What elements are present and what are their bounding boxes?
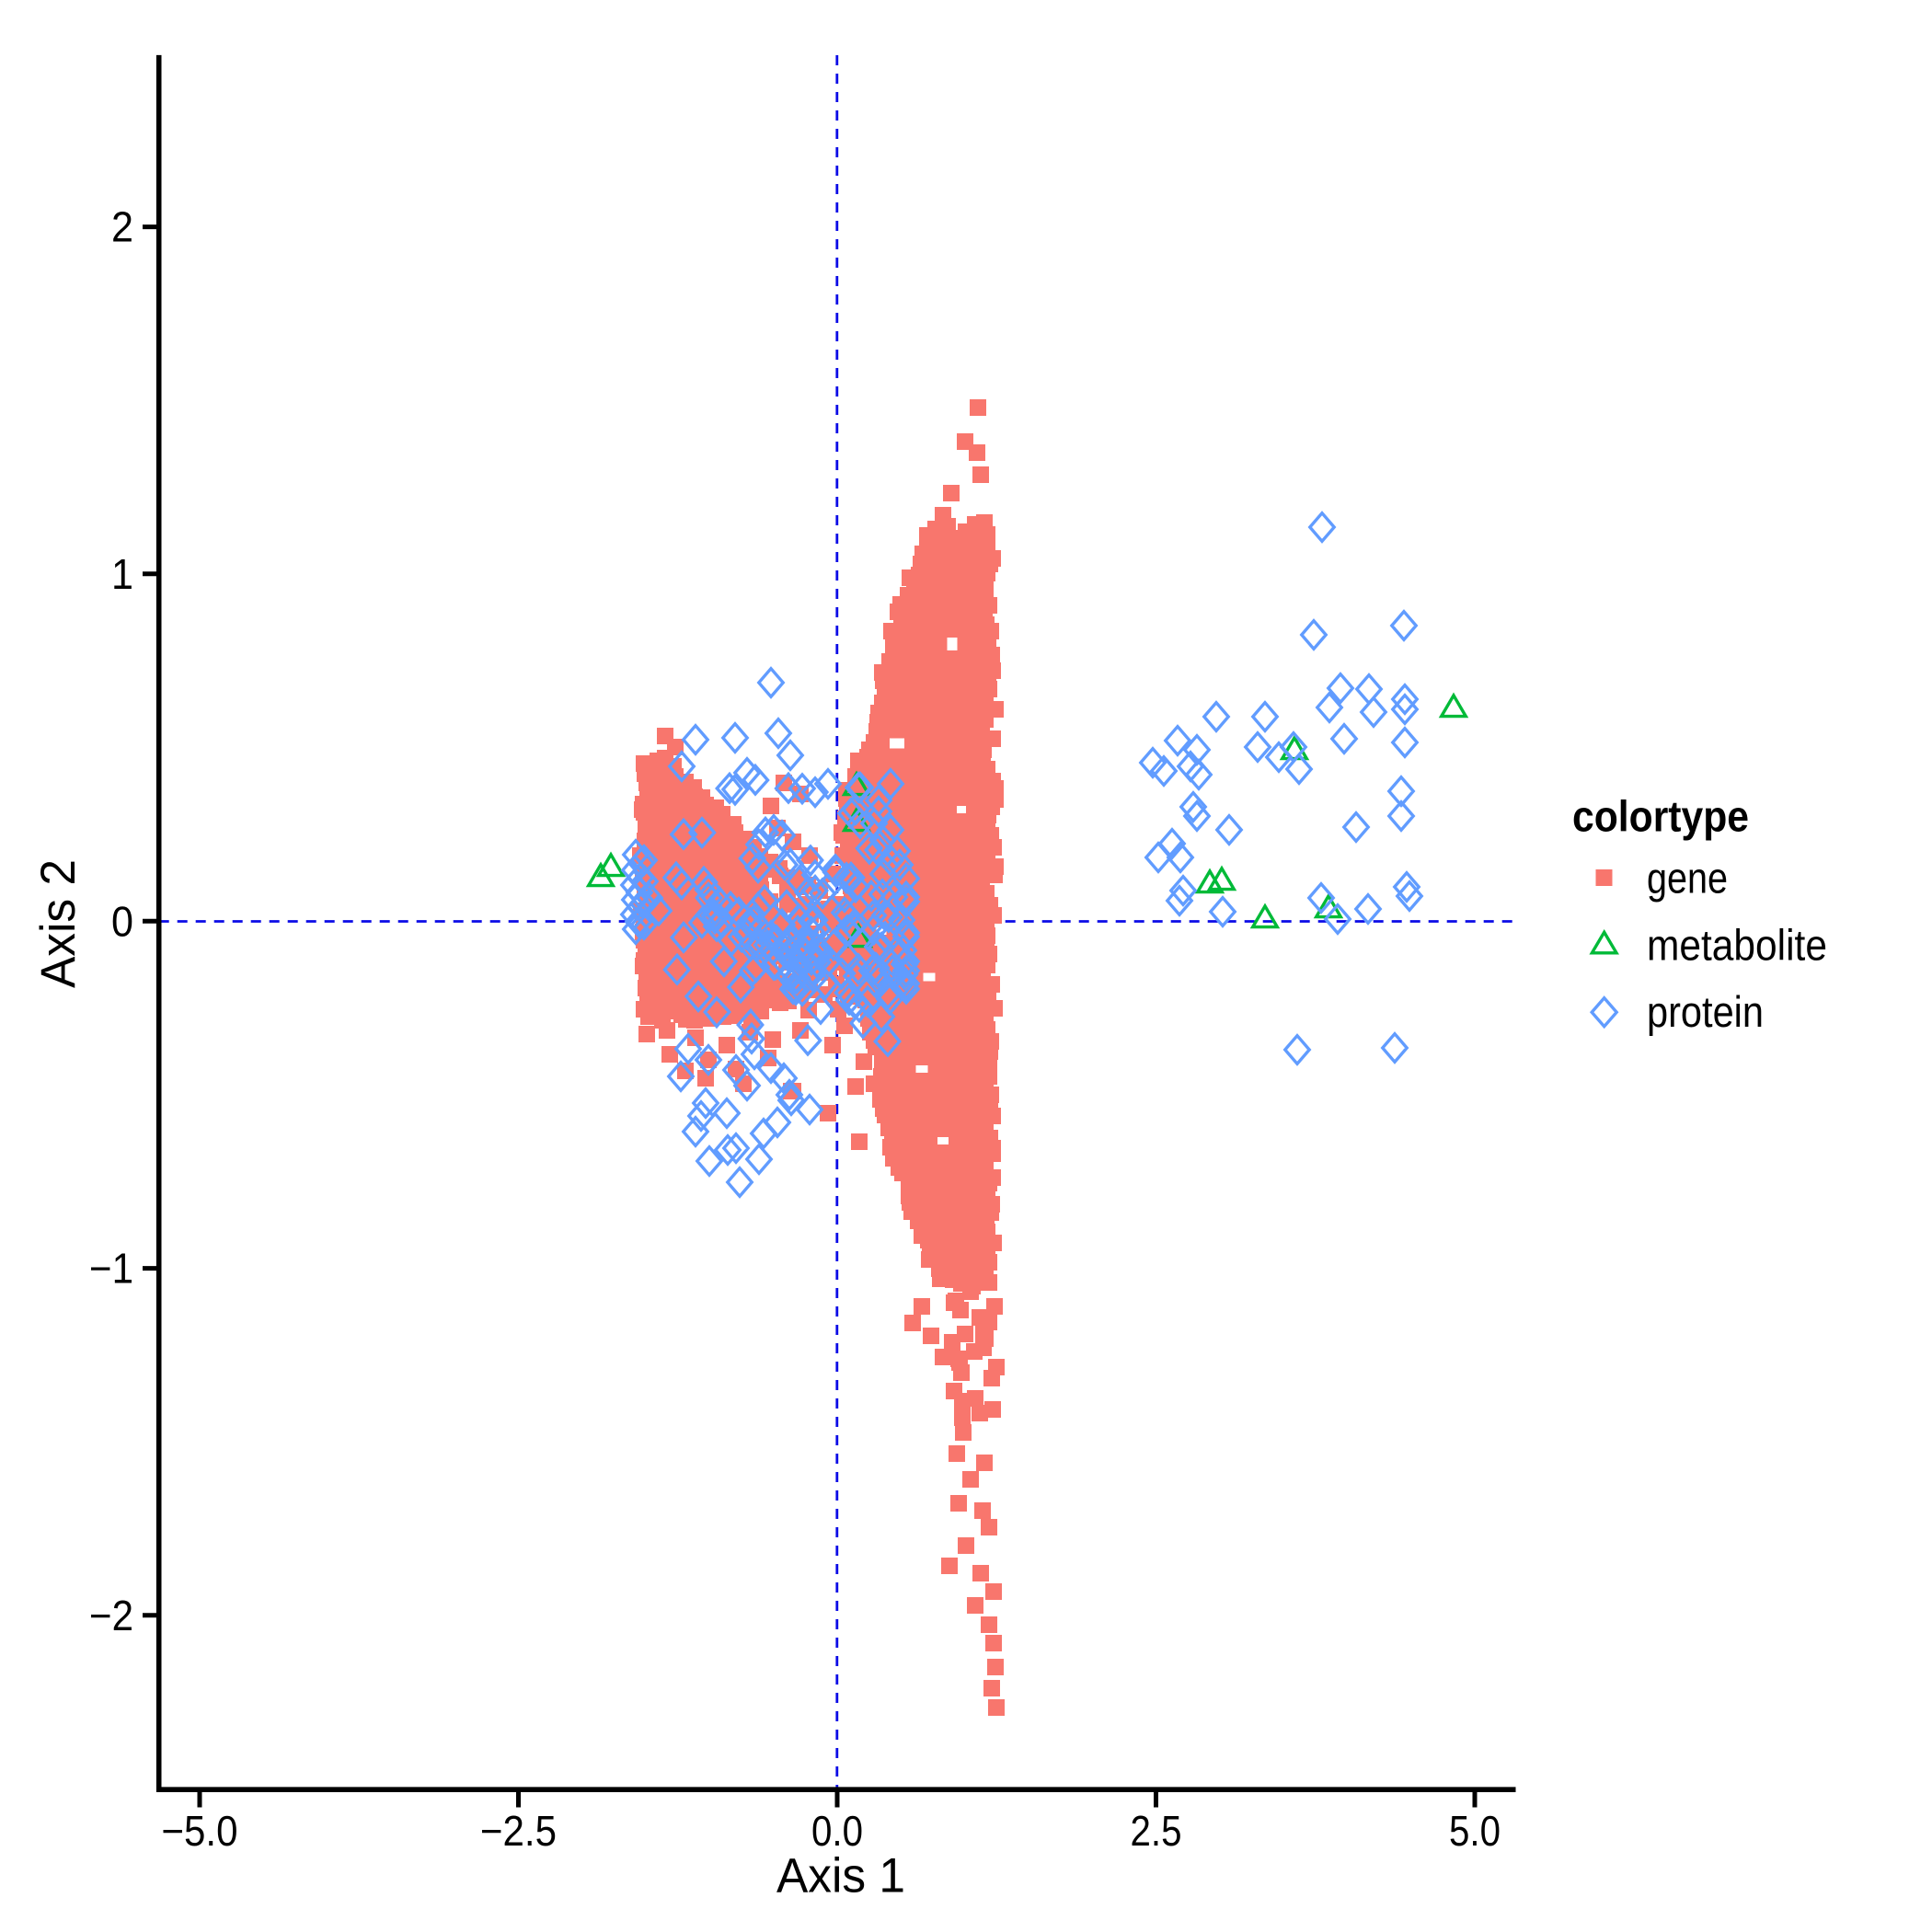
svg-text:colortype: colortype bbox=[1572, 792, 1749, 841]
svg-text:−1: −1 bbox=[89, 1245, 133, 1293]
svg-text:Axis 1: Axis 1 bbox=[776, 1848, 905, 1903]
svg-text:−2: −2 bbox=[89, 1592, 133, 1639]
svg-text:gene: gene bbox=[1647, 854, 1728, 903]
svg-text:−2.5: −2.5 bbox=[480, 1807, 557, 1855]
svg-text:2: 2 bbox=[111, 203, 133, 251]
svg-text:Axis 2: Axis 2 bbox=[31, 859, 86, 988]
svg-text:protein: protein bbox=[1647, 987, 1764, 1036]
svg-text:2.5: 2.5 bbox=[1131, 1807, 1182, 1855]
svg-text:−5.0: −5.0 bbox=[162, 1807, 238, 1855]
svg-text:0.0: 0.0 bbox=[811, 1807, 863, 1855]
svg-text:1: 1 bbox=[111, 550, 133, 598]
svg-text:0: 0 bbox=[111, 897, 133, 945]
svg-text:metabolite: metabolite bbox=[1647, 921, 1827, 970]
svg-text:5.0: 5.0 bbox=[1449, 1807, 1501, 1855]
